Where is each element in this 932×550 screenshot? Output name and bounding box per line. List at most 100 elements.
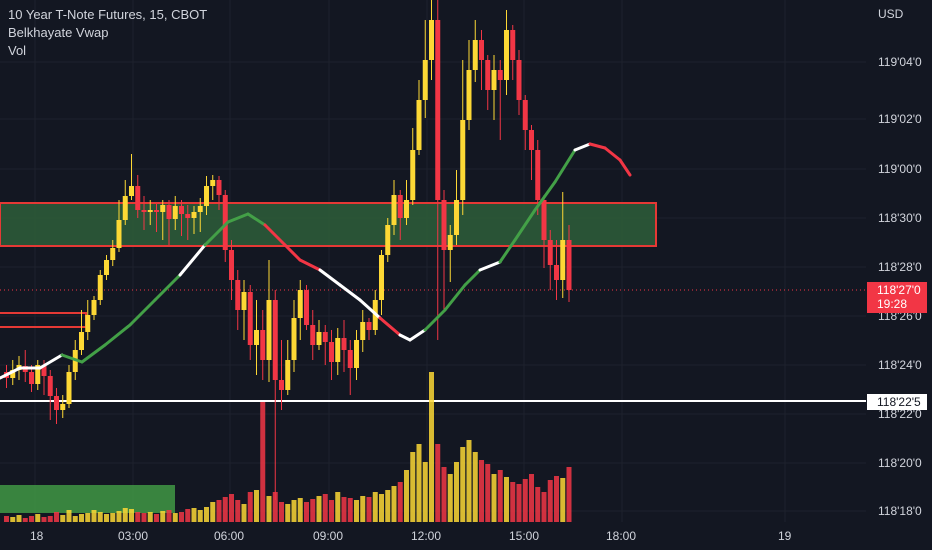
candle-body xyxy=(54,396,59,410)
vwap-segment xyxy=(408,328,427,342)
candle-body xyxy=(541,200,547,240)
candle-body xyxy=(10,370,16,378)
candle-body xyxy=(172,206,178,219)
time-tick: 15:00 xyxy=(509,529,539,543)
vwap-segment xyxy=(298,258,322,272)
candle-body xyxy=(160,205,166,212)
volume-bar xyxy=(447,474,453,522)
volume-bar xyxy=(560,478,566,522)
volume-bar xyxy=(504,477,509,522)
indicator-volume-label[interactable]: Vol xyxy=(8,43,27,58)
indicator-vwap-label[interactable]: Belkhayate Vwap xyxy=(8,25,109,40)
candle-body xyxy=(366,322,372,330)
time-axis[interactable]: 18 03:00 06:00 09:00 12:00 15:00 18:00 1… xyxy=(30,529,792,543)
time-tick: 12:00 xyxy=(411,529,441,543)
zone-box-main[interactable] xyxy=(0,202,657,247)
candle-body xyxy=(316,332,322,345)
volume-bar xyxy=(72,516,78,522)
time-tick: 03:00 xyxy=(118,529,148,543)
volume-bar xyxy=(479,460,484,522)
volume-bar xyxy=(191,508,197,522)
volume-bar xyxy=(60,515,66,522)
volume-bar xyxy=(197,510,203,522)
candle-body xyxy=(522,100,528,130)
time-tick: 09:00 xyxy=(313,529,343,543)
volume-bar xyxy=(516,484,522,522)
price-tick: 118'30'0 xyxy=(878,211,922,225)
candle-body xyxy=(116,220,122,248)
volume-bar xyxy=(341,497,347,522)
volume-bar xyxy=(116,511,122,522)
candle-body xyxy=(454,200,459,235)
candle-body xyxy=(272,300,278,380)
volume-bar xyxy=(460,447,466,522)
vwap-segment xyxy=(478,260,502,272)
volume-bar xyxy=(135,512,141,522)
candle-body xyxy=(47,376,53,396)
vwap-segment xyxy=(203,220,230,247)
candle-body xyxy=(122,196,128,220)
volume-bar xyxy=(129,509,134,522)
candlesticks xyxy=(4,0,572,500)
volume-bar xyxy=(379,494,384,522)
candle-body xyxy=(385,225,391,255)
time-tick: 18:00 xyxy=(606,529,636,543)
candle-body xyxy=(210,180,216,186)
volume-bar xyxy=(366,497,372,522)
vwap-segment xyxy=(398,333,412,342)
vwap-segment xyxy=(80,343,107,364)
volume-bar xyxy=(291,500,297,522)
volume-bar xyxy=(304,502,309,522)
candle-body xyxy=(397,195,403,218)
vwap-segment xyxy=(103,323,132,347)
volume-bar xyxy=(497,470,503,522)
volume-bar xyxy=(266,496,272,522)
candle-body xyxy=(29,372,34,384)
candle-body xyxy=(529,130,534,150)
horizontal-line-badge: 118'22'5 xyxy=(867,394,927,410)
currency-label[interactable]: USD xyxy=(878,7,904,21)
volume-bar xyxy=(529,474,534,522)
candle-body xyxy=(141,210,147,212)
candle-body xyxy=(560,240,566,280)
symbol-title[interactable]: 10 Year T-Note Futures, 15, CBOT xyxy=(8,7,208,22)
candle-body xyxy=(460,120,466,200)
volume-bar xyxy=(454,462,459,522)
candle-body xyxy=(466,70,472,120)
volume-bar xyxy=(91,510,97,522)
vwap-segment xyxy=(318,268,342,287)
candle-body xyxy=(329,342,334,362)
candle-body xyxy=(297,290,303,318)
price-tick: 119'00'0 xyxy=(878,162,922,176)
candle-body xyxy=(91,300,97,315)
candle-body xyxy=(279,380,284,390)
volume-bar xyxy=(16,515,22,522)
volume-bar xyxy=(485,464,491,522)
volume-bar xyxy=(372,492,378,522)
candle-body xyxy=(354,340,359,368)
volume-bar xyxy=(35,514,41,522)
volume-bar xyxy=(310,499,316,522)
volume-bar xyxy=(466,440,472,522)
candle-body xyxy=(110,248,116,260)
vwap-segment xyxy=(153,273,182,302)
candle-body xyxy=(35,365,41,384)
volume-bar xyxy=(254,490,259,522)
vwap-segment xyxy=(513,208,537,242)
chart-legend: 10 Year T-Note Futures, 15, CBOT Belkhay… xyxy=(8,6,207,60)
candle-body xyxy=(166,205,172,219)
price-tick: 118'24'0 xyxy=(878,358,922,372)
candle-body xyxy=(535,150,541,200)
price-tick: 119'02'0 xyxy=(878,112,922,126)
volume-bar xyxy=(160,511,166,522)
candle-body xyxy=(191,212,197,218)
zone-box-volume[interactable] xyxy=(0,485,175,513)
vwap-segment xyxy=(38,353,64,370)
vwap-segment xyxy=(178,243,207,277)
vwap-segment xyxy=(338,283,362,302)
time-tick: 18 xyxy=(30,529,44,543)
candle-body xyxy=(441,200,447,250)
candle-body xyxy=(197,206,203,212)
volume-bar xyxy=(204,507,209,522)
